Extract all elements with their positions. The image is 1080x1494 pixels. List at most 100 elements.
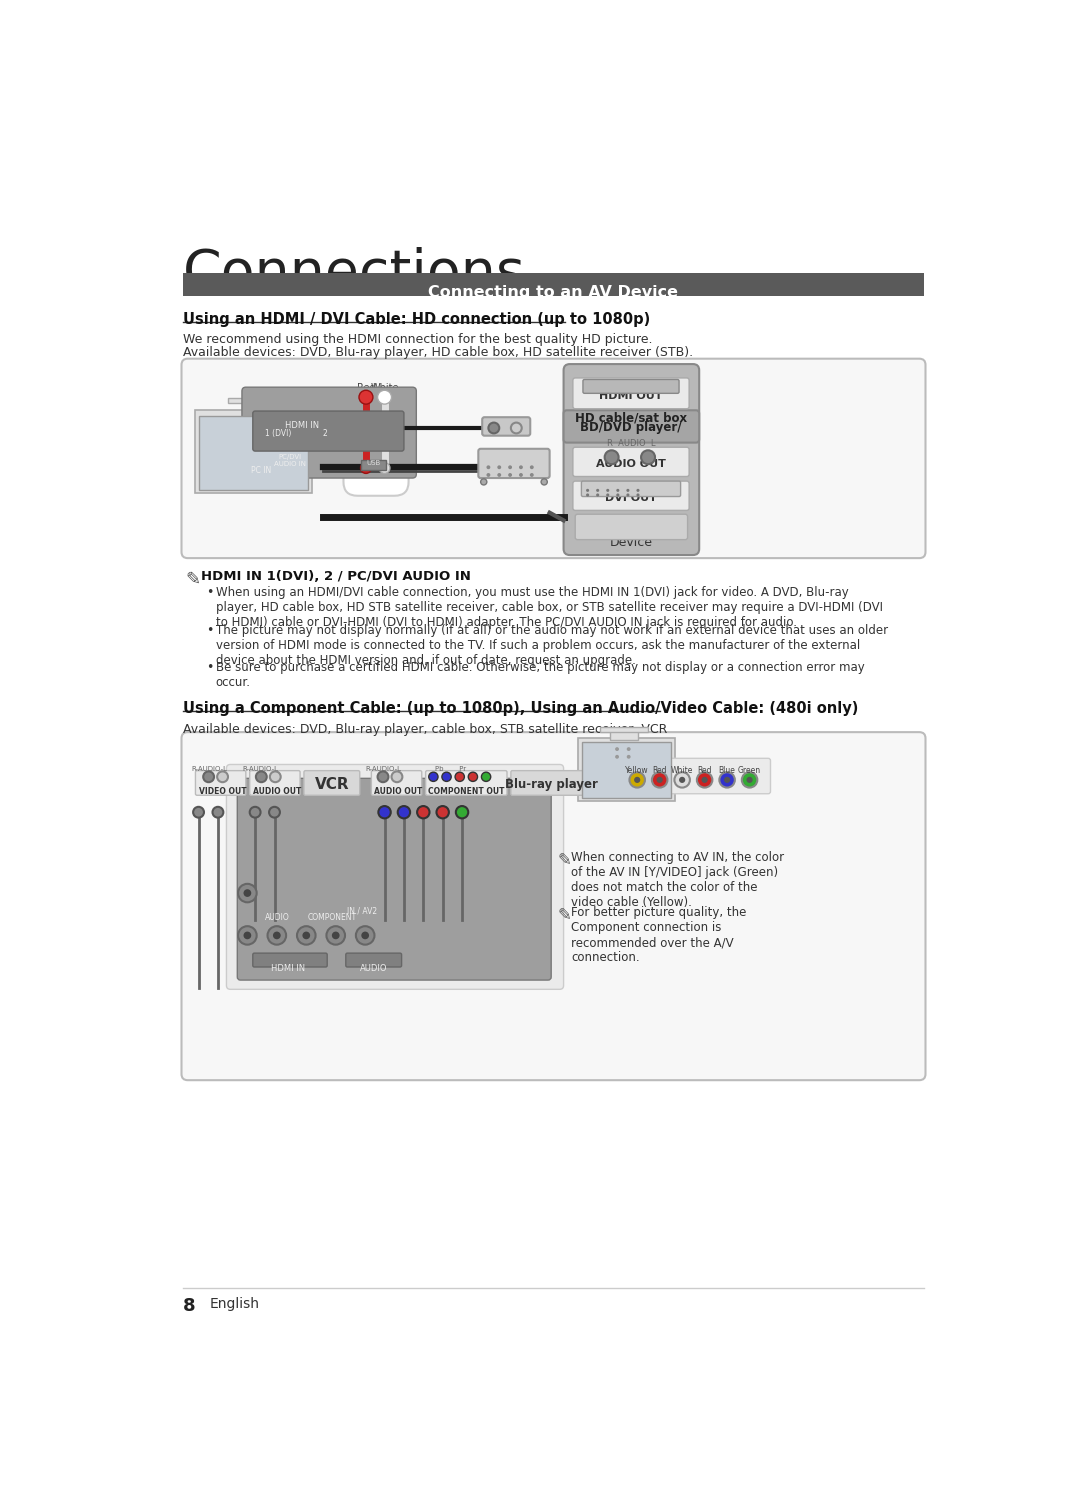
Circle shape: [509, 474, 512, 477]
Text: White: White: [671, 766, 693, 775]
Circle shape: [636, 493, 639, 496]
Text: PC/DVI
AUDIO IN: PC/DVI AUDIO IN: [274, 454, 306, 468]
Circle shape: [392, 771, 403, 783]
Circle shape: [269, 807, 280, 817]
FancyBboxPatch shape: [303, 771, 360, 795]
Circle shape: [626, 489, 630, 492]
FancyBboxPatch shape: [564, 411, 699, 442]
Circle shape: [253, 420, 257, 424]
Text: Connecting to an AV Device: Connecting to an AV Device: [429, 285, 678, 300]
Circle shape: [436, 807, 449, 819]
Circle shape: [217, 771, 228, 783]
Text: HDMI OUT: HDMI OUT: [599, 391, 663, 400]
Circle shape: [719, 772, 734, 787]
Text: •: •: [206, 662, 214, 674]
Bar: [183, 273, 924, 296]
Circle shape: [697, 772, 713, 787]
Circle shape: [586, 493, 590, 496]
Text: Pb       Pr: Pb Pr: [435, 766, 465, 772]
Circle shape: [253, 429, 257, 433]
Circle shape: [386, 424, 393, 432]
Circle shape: [238, 884, 257, 902]
Circle shape: [630, 772, 645, 787]
Circle shape: [297, 926, 315, 944]
Circle shape: [509, 465, 512, 469]
Bar: [195, 411, 312, 493]
Text: Connections: Connections: [183, 247, 526, 300]
Circle shape: [256, 771, 267, 783]
Circle shape: [359, 390, 373, 403]
Circle shape: [482, 772, 490, 781]
FancyBboxPatch shape: [564, 365, 699, 556]
FancyBboxPatch shape: [181, 732, 926, 1080]
Circle shape: [746, 777, 753, 783]
Text: The picture may not display normally (if at all) or the audio may not work if an: The picture may not display normally (if…: [216, 624, 888, 668]
Circle shape: [302, 932, 310, 940]
Circle shape: [742, 772, 757, 787]
Bar: [578, 738, 675, 801]
Circle shape: [634, 777, 640, 783]
Circle shape: [626, 747, 631, 751]
Circle shape: [657, 777, 663, 783]
Circle shape: [361, 463, 372, 474]
Circle shape: [243, 932, 252, 940]
Circle shape: [455, 772, 464, 781]
Circle shape: [626, 754, 631, 759]
Text: HD cable/sat box: HD cable/sat box: [575, 411, 687, 424]
Text: COMPONENT OUT: COMPONENT OUT: [428, 787, 504, 796]
Text: Available devices: DVD, Blu-ray player, HD cable box, HD satellite receiver (STB: Available devices: DVD, Blu-ray player, …: [183, 345, 693, 359]
Circle shape: [392, 417, 400, 424]
Text: VCR: VCR: [314, 777, 349, 792]
Circle shape: [326, 926, 345, 944]
Circle shape: [541, 478, 548, 486]
Bar: [610, 731, 638, 740]
Text: Blue: Blue: [718, 766, 735, 775]
FancyBboxPatch shape: [478, 448, 550, 478]
FancyBboxPatch shape: [227, 765, 564, 989]
Text: 2: 2: [323, 429, 327, 438]
FancyBboxPatch shape: [576, 514, 688, 539]
Circle shape: [486, 474, 490, 477]
Circle shape: [679, 777, 685, 783]
Text: AUDIO: AUDIO: [360, 964, 388, 973]
Text: Be sure to purchase a certified HDMI cable. Otherwise, the picture may not displ: Be sure to purchase a certified HDMI cab…: [216, 662, 864, 689]
Circle shape: [249, 807, 260, 817]
Circle shape: [519, 465, 523, 469]
Circle shape: [243, 889, 252, 896]
Circle shape: [702, 777, 707, 783]
Circle shape: [724, 777, 730, 783]
FancyBboxPatch shape: [238, 778, 551, 980]
FancyBboxPatch shape: [249, 771, 300, 795]
Circle shape: [268, 926, 286, 944]
Text: Available devices: DVD, Blu-ray player, cable box, STB satellite receiver, VCR: Available devices: DVD, Blu-ray player, …: [183, 723, 667, 737]
Circle shape: [511, 423, 522, 433]
Circle shape: [596, 493, 599, 496]
Circle shape: [596, 489, 599, 492]
Circle shape: [265, 420, 269, 424]
FancyBboxPatch shape: [242, 387, 416, 478]
Text: BD/DVD player/: BD/DVD player/: [580, 421, 681, 435]
FancyBboxPatch shape: [572, 378, 689, 409]
Text: ✎: ✎: [186, 571, 201, 589]
FancyBboxPatch shape: [511, 771, 592, 795]
Text: AUDIO: AUDIO: [265, 913, 289, 922]
FancyBboxPatch shape: [482, 417, 530, 436]
Text: IN / AV2: IN / AV2: [347, 907, 377, 916]
Circle shape: [378, 807, 391, 819]
Circle shape: [606, 493, 609, 496]
Circle shape: [238, 926, 257, 944]
FancyBboxPatch shape: [253, 411, 404, 451]
Circle shape: [636, 489, 639, 492]
Text: Green: Green: [738, 766, 761, 775]
Circle shape: [486, 465, 490, 469]
Bar: [242, 402, 271, 412]
Circle shape: [442, 772, 451, 781]
Text: HDMI IN: HDMI IN: [271, 964, 306, 973]
Text: English: English: [210, 1297, 259, 1310]
Circle shape: [265, 429, 269, 433]
Text: DVI OUT: DVI OUT: [605, 493, 657, 503]
Text: 8: 8: [183, 1297, 195, 1315]
Circle shape: [273, 932, 281, 940]
Circle shape: [497, 474, 501, 477]
FancyBboxPatch shape: [426, 771, 507, 795]
